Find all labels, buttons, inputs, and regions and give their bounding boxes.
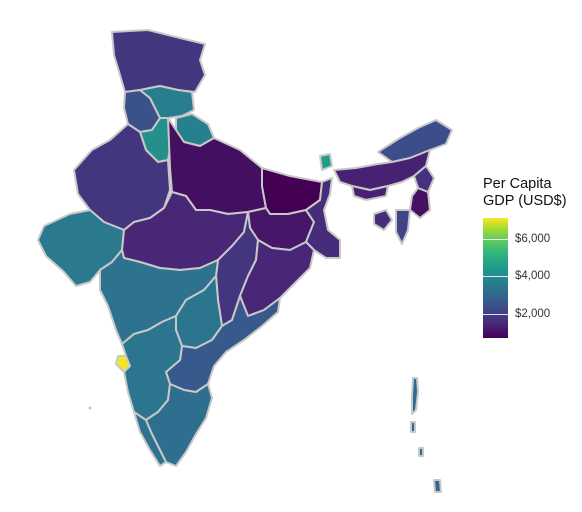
legend: Per Capita GDP (USD$) $6,000 $4,000 $2,000 [483, 176, 579, 338]
legend-title-line1: Per Capita [483, 176, 552, 192]
state-manipur[interactable] [409, 187, 431, 219]
legend-tick-label: $2,000 [515, 307, 551, 320]
state-tripura[interactable] [373, 209, 393, 231]
lakshadweep-island-mark [88, 406, 92, 410]
state-jammu-and-kashmir[interactable] [111, 29, 206, 93]
legend-tick-label: $4,000 [515, 270, 551, 283]
legend-tick-mark [483, 276, 508, 278]
state-andaman-nicobar-3[interactable] [418, 447, 424, 457]
state-sikkim[interactable] [319, 153, 333, 171]
legend-tick-mark [483, 313, 508, 315]
legend-tick-mark [483, 238, 508, 240]
state-meghalaya[interactable] [351, 185, 389, 201]
state-andaman-nicobar-2[interactable] [410, 421, 416, 433]
state-odisha[interactable] [239, 239, 315, 317]
legend-tick-label: $6,000 [515, 232, 551, 245]
legend-color-bar [483, 218, 508, 338]
state-nagaland[interactable] [413, 165, 435, 193]
state-andaman-nicobar-1[interactable] [411, 377, 419, 415]
state-tamil-nadu[interactable] [145, 383, 213, 467]
state-andaman-nicobar-4[interactable] [433, 479, 442, 493]
state-mizoram[interactable] [395, 209, 411, 245]
legend-title: Per Capita GDP (USD$) [483, 176, 579, 210]
legend-title-line2: GDP (USD$) [483, 193, 567, 209]
state-himachal-pradesh[interactable] [139, 85, 195, 119]
